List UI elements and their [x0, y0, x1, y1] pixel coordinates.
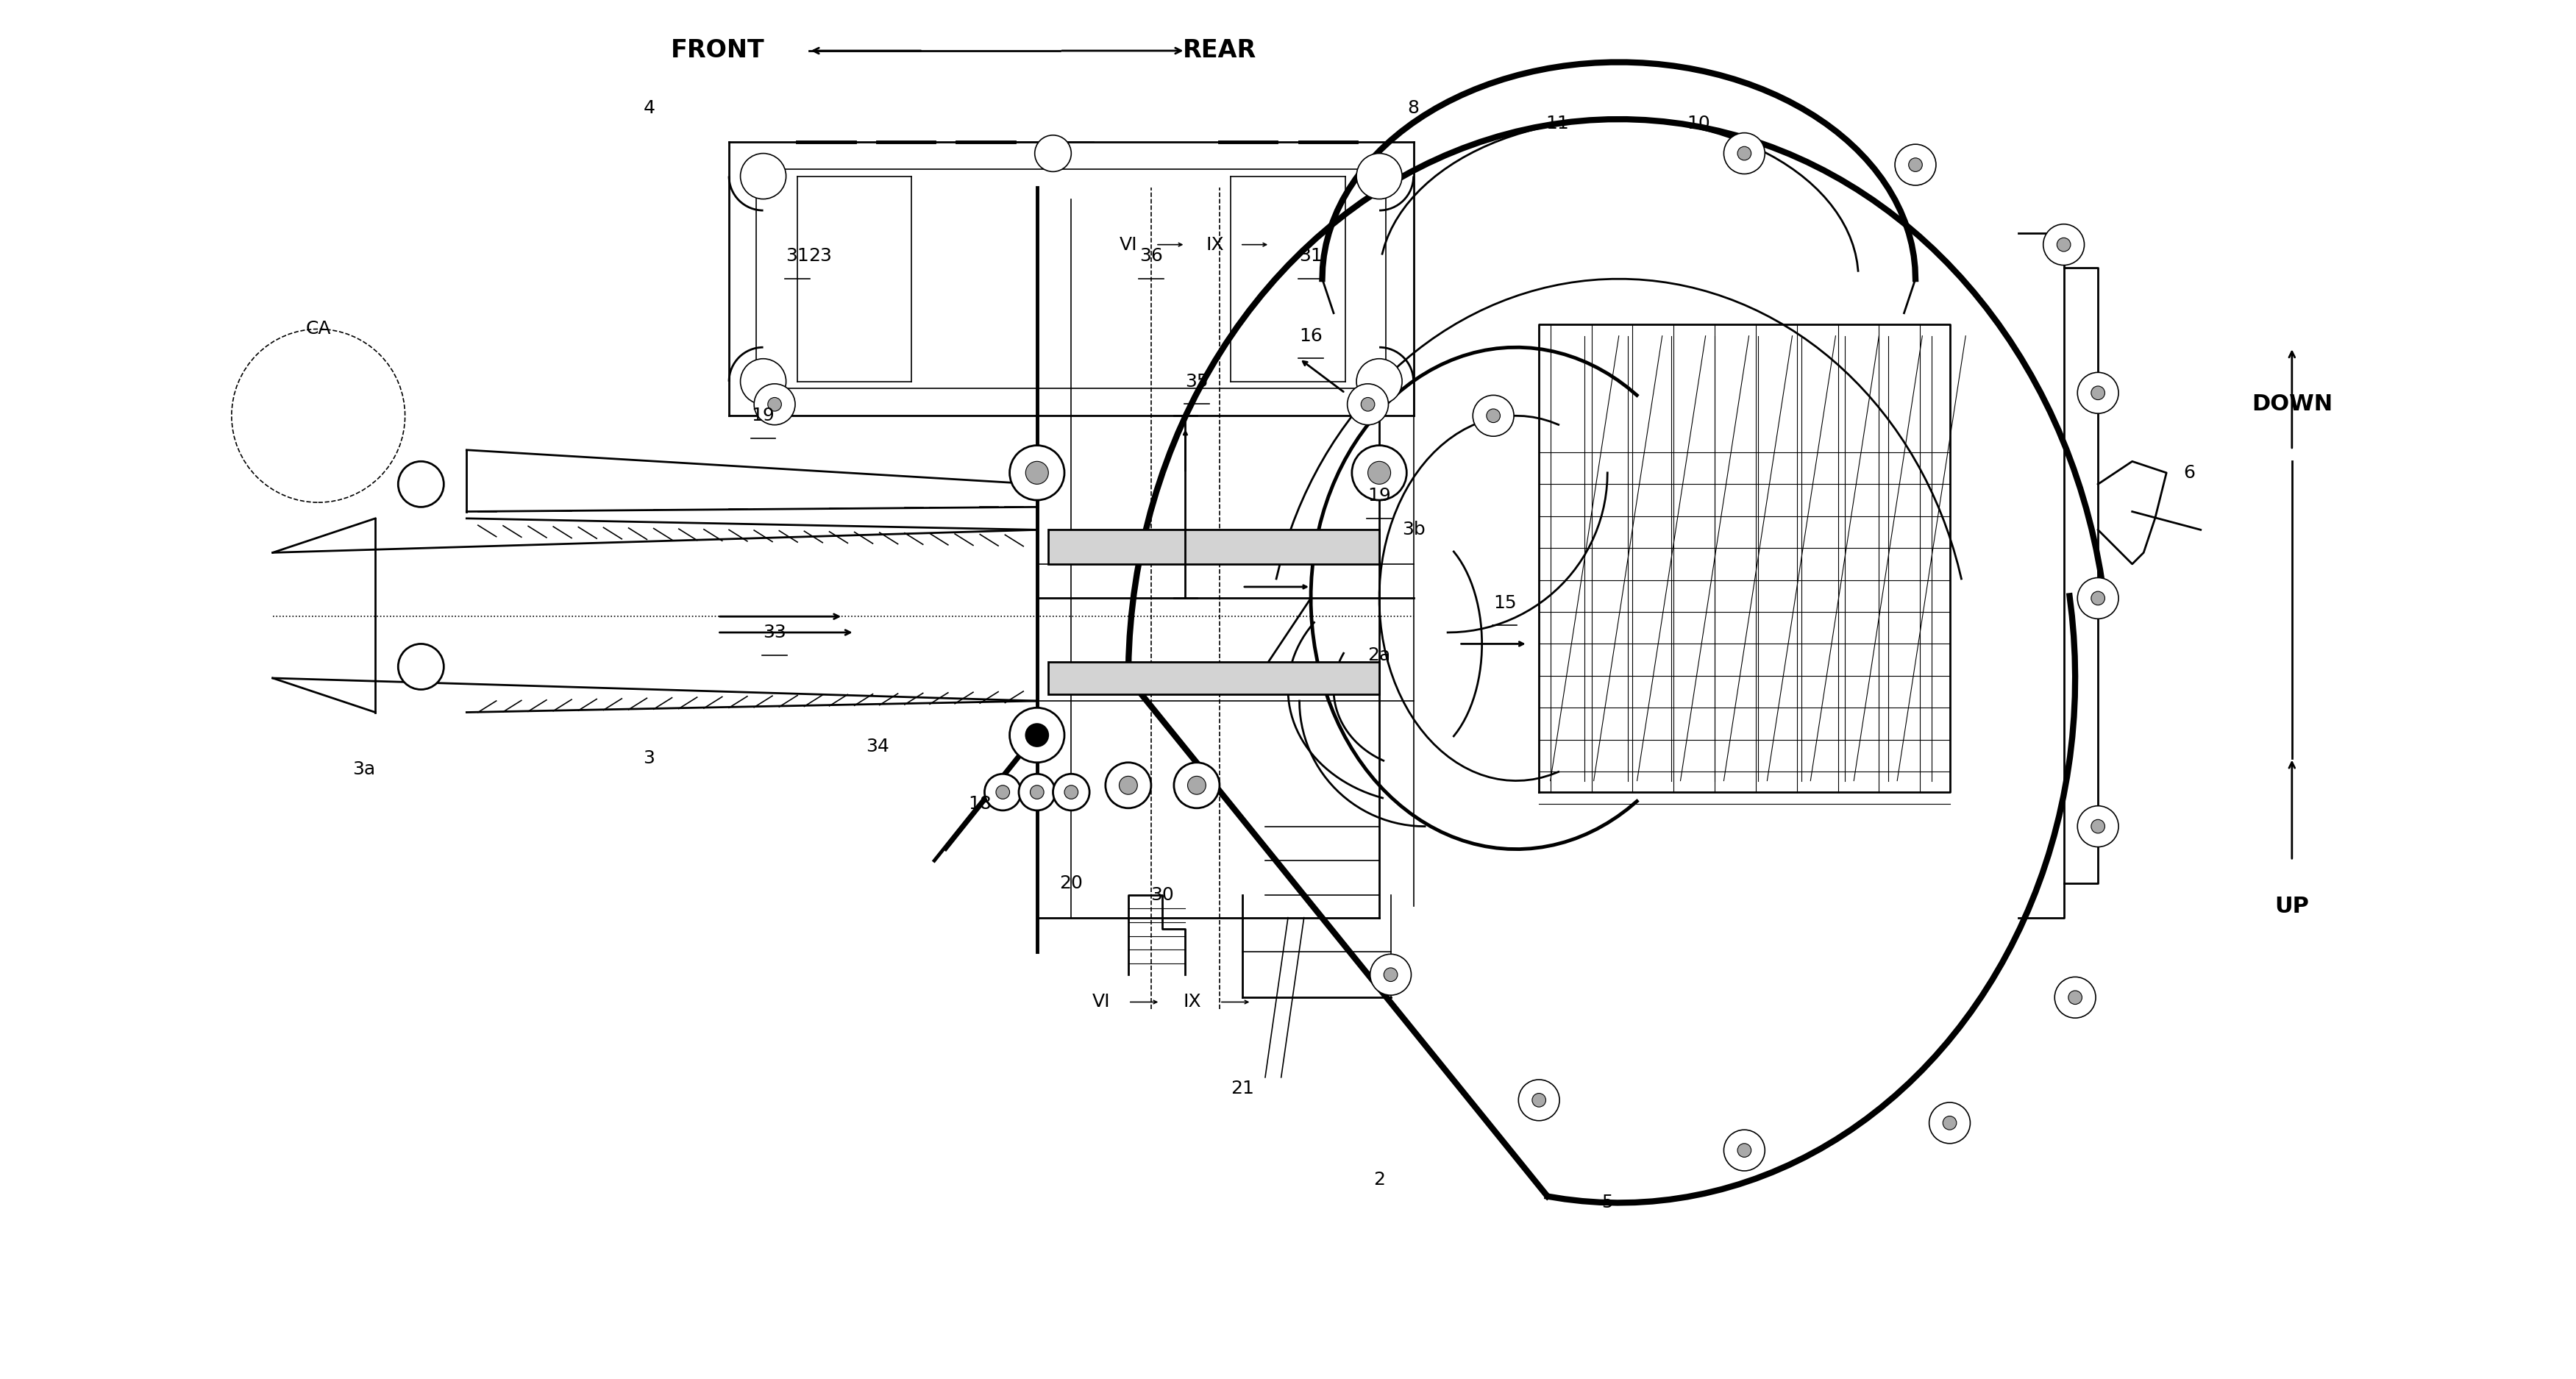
Text: 19: 19	[1368, 487, 1391, 505]
Circle shape	[768, 397, 781, 411]
Circle shape	[984, 774, 1020, 811]
Circle shape	[1942, 1116, 1958, 1129]
Circle shape	[1383, 968, 1399, 982]
Circle shape	[1118, 776, 1139, 794]
Circle shape	[1036, 135, 1072, 171]
Text: 2a: 2a	[1368, 647, 1391, 665]
Circle shape	[755, 383, 796, 425]
Circle shape	[1473, 396, 1515, 436]
Circle shape	[1736, 146, 1752, 160]
Circle shape	[399, 644, 443, 690]
Circle shape	[1517, 1080, 1558, 1121]
Circle shape	[1010, 707, 1064, 763]
Circle shape	[1360, 397, 1376, 411]
Text: 33: 33	[762, 623, 786, 641]
Text: IX: IX	[1182, 993, 1200, 1011]
Text: CA: CA	[307, 320, 330, 338]
Circle shape	[1368, 462, 1391, 484]
Text: 31: 31	[786, 247, 809, 265]
Polygon shape	[1048, 530, 1378, 564]
Circle shape	[739, 153, 786, 199]
Circle shape	[1347, 383, 1388, 425]
Text: 19: 19	[752, 407, 775, 425]
Text: FRONT: FRONT	[670, 39, 765, 63]
Text: 10: 10	[1687, 114, 1710, 132]
Circle shape	[1352, 445, 1406, 501]
Circle shape	[1358, 359, 1401, 404]
Text: 23: 23	[809, 247, 832, 265]
Circle shape	[1736, 1143, 1752, 1157]
Text: DOWN: DOWN	[2251, 393, 2331, 415]
Text: 2: 2	[1373, 1171, 1386, 1189]
Text: 34: 34	[866, 738, 889, 756]
Circle shape	[2076, 372, 2117, 414]
Text: 16: 16	[1298, 327, 1321, 345]
Circle shape	[2092, 592, 2105, 605]
Text: 36: 36	[1139, 247, 1162, 265]
Circle shape	[2076, 805, 2117, 847]
Circle shape	[399, 462, 443, 507]
Text: 31: 31	[1298, 247, 1321, 265]
Circle shape	[1105, 763, 1151, 808]
Text: 11: 11	[1546, 114, 1569, 132]
Text: 15: 15	[1494, 594, 1517, 612]
Circle shape	[1064, 785, 1079, 798]
Circle shape	[739, 359, 786, 404]
Circle shape	[997, 785, 1010, 798]
Text: 3: 3	[644, 749, 654, 767]
Text: VI: VI	[1118, 236, 1139, 254]
Text: 8: 8	[1406, 99, 1419, 117]
Text: 3a: 3a	[353, 761, 376, 778]
Polygon shape	[1048, 662, 1378, 694]
Circle shape	[2056, 976, 2097, 1018]
Circle shape	[2092, 819, 2105, 833]
Text: VI: VI	[1092, 993, 1110, 1011]
Circle shape	[2056, 237, 2071, 251]
Text: REAR: REAR	[1182, 39, 1257, 63]
Circle shape	[1370, 954, 1412, 996]
Text: 20: 20	[1059, 874, 1082, 892]
Circle shape	[2069, 990, 2081, 1004]
Text: 21: 21	[1231, 1080, 1255, 1098]
Circle shape	[1010, 445, 1064, 501]
Circle shape	[1030, 785, 1043, 798]
Text: 4: 4	[644, 99, 654, 117]
Circle shape	[1909, 159, 1922, 171]
Circle shape	[2076, 578, 2117, 619]
Text: 6: 6	[2184, 463, 2195, 481]
Circle shape	[1188, 776, 1206, 794]
Text: IX: IX	[1206, 236, 1224, 254]
Circle shape	[1896, 145, 1937, 185]
Circle shape	[1486, 410, 1499, 422]
Circle shape	[1723, 1129, 1765, 1171]
Circle shape	[1175, 763, 1218, 808]
Circle shape	[1723, 132, 1765, 174]
Circle shape	[1533, 1094, 1546, 1107]
Circle shape	[1358, 153, 1401, 199]
Text: 30: 30	[1151, 885, 1175, 903]
Text: 35: 35	[1185, 372, 1208, 390]
Text: 3b: 3b	[1401, 521, 1425, 539]
Text: 18: 18	[969, 794, 992, 812]
Circle shape	[1018, 774, 1056, 811]
Circle shape	[2043, 225, 2084, 265]
Text: UP: UP	[2275, 895, 2308, 917]
Circle shape	[1025, 462, 1048, 484]
Text: 5: 5	[1602, 1194, 1613, 1212]
Circle shape	[2092, 386, 2105, 400]
Circle shape	[1929, 1102, 1971, 1143]
Circle shape	[1025, 724, 1048, 746]
Circle shape	[1054, 774, 1090, 811]
